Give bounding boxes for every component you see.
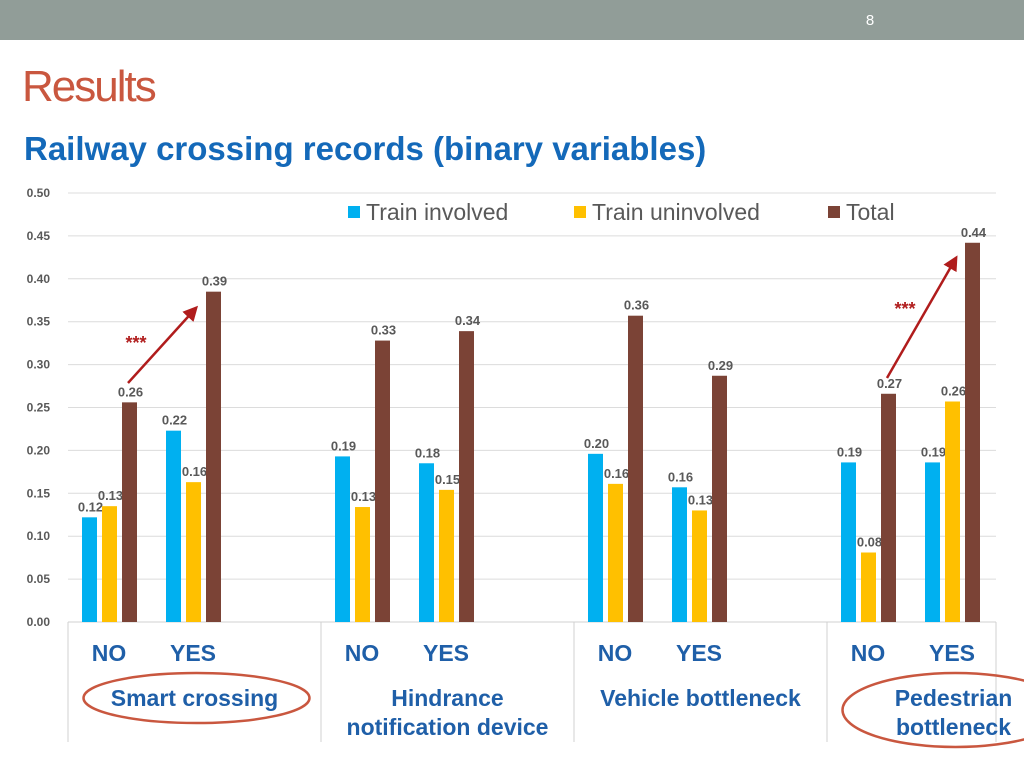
data-label: 0.13 — [98, 488, 123, 503]
y-tick-label: 0.20 — [27, 443, 51, 457]
bar — [965, 242, 980, 622]
page-number: 8 — [865, 12, 875, 29]
bar — [841, 462, 856, 622]
y-tick-label: 0.35 — [27, 315, 51, 329]
bar — [355, 507, 370, 622]
significance-arrow — [127, 305, 199, 384]
bar — [712, 375, 727, 622]
group-label: Pedestrian — [895, 685, 1013, 711]
bar — [692, 510, 707, 622]
data-label: 0.36 — [624, 298, 649, 313]
data-label: 0.26 — [118, 384, 143, 399]
legend-entry: Train involved — [366, 199, 508, 225]
data-label: 0.19 — [331, 438, 356, 453]
category-label: YES — [676, 640, 722, 666]
legend-entry: Train uninvolved — [592, 199, 760, 225]
y-tick-label: 0.05 — [27, 572, 51, 586]
legend-swatch — [348, 206, 360, 218]
group-label: Vehicle bottleneck — [600, 685, 801, 711]
y-tick-label: 0.15 — [27, 486, 51, 500]
y-tick-label: 0.40 — [27, 272, 51, 286]
bar — [102, 506, 117, 622]
bar — [375, 340, 390, 622]
category-label: NO — [598, 640, 633, 666]
bar — [439, 489, 454, 622]
y-tick-label: 0.25 — [27, 401, 51, 415]
highlight-ellipse — [841, 671, 1024, 749]
bar — [459, 331, 474, 622]
slide-title: Results — [22, 62, 157, 111]
slide-subtitle: Railway crossing records (binary variabl… — [24, 130, 707, 167]
legend-swatch — [828, 206, 840, 218]
y-tick-label: 0.00 — [27, 615, 51, 629]
y-tick-label: 0.30 — [27, 358, 51, 372]
bar — [608, 483, 623, 622]
bar — [82, 517, 97, 622]
bar — [861, 552, 876, 622]
data-label: 0.33 — [371, 323, 396, 338]
significance-annotation: *** — [125, 333, 146, 353]
data-label: 0.13 — [351, 489, 376, 504]
y-tick-label: 0.50 — [27, 186, 51, 200]
group-label: notification device — [347, 714, 549, 740]
data-label: 0.20 — [584, 436, 609, 451]
significance-arrow — [885, 255, 958, 379]
data-label: 0.08 — [857, 535, 882, 550]
data-label: 0.16 — [668, 469, 693, 484]
data-label: 0.16 — [604, 466, 629, 481]
highlight-ellipse — [82, 671, 311, 725]
bar — [881, 393, 896, 622]
significance-annotation: *** — [894, 299, 915, 319]
data-label: 0.16 — [182, 464, 207, 479]
bar — [628, 315, 643, 622]
data-label: 0.26 — [941, 383, 966, 398]
data-label: 0.18 — [415, 445, 440, 460]
category-label: YES — [170, 640, 216, 666]
data-label: 0.19 — [837, 444, 862, 459]
bar — [945, 401, 960, 622]
data-label: 0.27 — [877, 376, 902, 391]
bar — [925, 462, 940, 622]
category-label: NO — [92, 640, 127, 666]
bar — [672, 487, 687, 622]
group-label: Smart crossing — [111, 685, 278, 711]
data-label: 0.44 — [961, 225, 987, 240]
category-label: YES — [423, 640, 469, 666]
data-label: 0.39 — [202, 274, 227, 289]
data-label: 0.15 — [435, 472, 460, 487]
group-label: Hindrance — [391, 685, 503, 711]
y-tick-label: 0.10 — [27, 529, 51, 543]
bar — [206, 291, 221, 622]
bar — [588, 453, 603, 622]
data-label: 0.34 — [455, 313, 481, 328]
bar — [335, 456, 350, 622]
data-label: 0.13 — [688, 492, 713, 507]
data-label: 0.12 — [78, 499, 103, 514]
category-label: YES — [929, 640, 975, 666]
data-label: 0.19 — [921, 444, 946, 459]
bar — [419, 463, 434, 622]
group-label: bottleneck — [896, 714, 1011, 740]
y-tick-label: 0.45 — [27, 229, 51, 243]
top-bar — [0, 0, 1024, 40]
category-label: NO — [851, 640, 886, 666]
category-label: NO — [345, 640, 380, 666]
bar — [166, 430, 181, 622]
legend-swatch — [574, 206, 586, 218]
data-label: 0.29 — [708, 358, 733, 373]
bar — [186, 482, 201, 622]
bar — [122, 402, 137, 622]
legend-entry: Total — [846, 199, 895, 225]
data-label: 0.22 — [162, 413, 187, 428]
